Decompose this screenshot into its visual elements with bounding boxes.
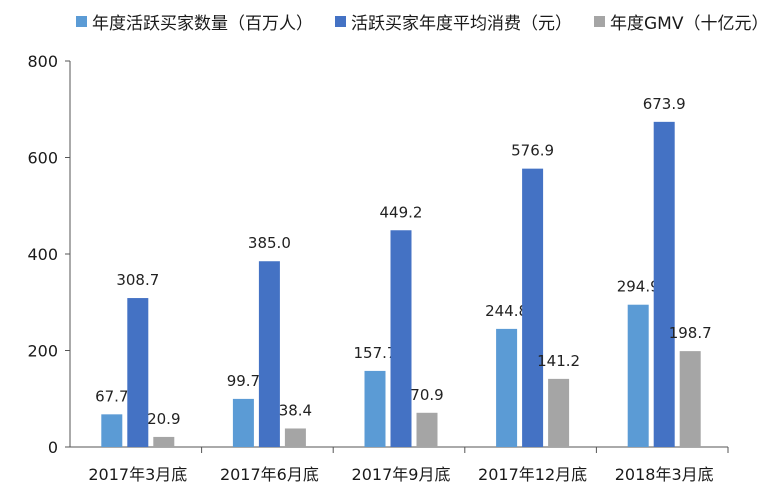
data-label: 38.4 — [279, 401, 312, 419]
bar-series-0-cat-3 — [496, 328, 518, 447]
data-label: 673.9 — [643, 95, 686, 113]
bar-series-0-cat-1 — [232, 398, 254, 447]
data-label: 576.9 — [511, 142, 554, 160]
bar-series-1-cat-3 — [522, 168, 544, 447]
data-label: 449.2 — [380, 203, 423, 221]
legend-swatch-gmv — [594, 15, 605, 27]
bar-series-2-cat-0 — [153, 436, 175, 447]
data-label: 385.0 — [248, 234, 291, 252]
data-label: 141.2 — [537, 352, 580, 370]
bar-series-2-cat-2 — [416, 412, 438, 447]
legend-swatch-avg-spend — [335, 15, 346, 27]
data-label: 308.7 — [116, 271, 159, 289]
legend-label-active-buyers: 年度活跃买家数量（百万人） — [92, 13, 313, 34]
legend: 年度活跃买家数量（百万人） 活跃买家年度平均消费（元） 年度GMV（十亿元） — [76, 8, 762, 34]
bar-series-1-cat-2 — [390, 230, 412, 447]
bar-series-2-cat-1 — [284, 428, 306, 447]
bar-series-1-cat-4 — [653, 121, 675, 447]
x-category-label: 2017年6月底 — [220, 465, 319, 484]
legend-item-active-buyers: 年度活跃买家数量（百万人） — [76, 9, 313, 34]
x-category-label: 2017年9月底 — [352, 465, 451, 484]
y-tick-label: 200 — [27, 342, 58, 361]
data-label: 294.9 — [617, 278, 660, 296]
legend-label-avg-spend: 活跃买家年度平均消费（元） — [351, 13, 572, 34]
data-label: 67.7 — [95, 387, 128, 405]
data-label: 198.7 — [669, 324, 712, 342]
legend-item-gmv: 年度GMV（十亿元） — [594, 9, 762, 34]
bar-series-0-cat-4 — [627, 304, 649, 447]
data-label: 244.8 — [485, 302, 528, 320]
bar-series-2-cat-4 — [679, 351, 701, 447]
y-tick-label: 400 — [27, 245, 58, 264]
data-label: 157.7 — [354, 344, 397, 362]
x-category-label: 2017年12月底 — [478, 465, 587, 484]
x-category-label: 2017年3月底 — [88, 465, 187, 484]
data-label: 20.9 — [147, 410, 180, 428]
bar-series-0-cat-2 — [364, 370, 386, 447]
y-tick-label: 600 — [27, 149, 58, 168]
bar-series-0-cat-0 — [101, 414, 123, 447]
y-tick-label: 800 — [27, 52, 58, 71]
legend-swatch-active-buyers — [76, 15, 87, 27]
data-label: 99.7 — [227, 372, 260, 390]
bar-series-1-cat-1 — [258, 261, 280, 447]
x-category-label: 2018年3月底 — [615, 465, 714, 484]
y-tick-label: 0 — [48, 438, 58, 457]
legend-item-avg-spend: 活跃买家年度平均消费（元） — [335, 9, 572, 34]
data-label: 70.9 — [410, 386, 443, 404]
bar-series-1-cat-0 — [127, 298, 149, 447]
legend-label-gmv: 年度GMV（十亿元） — [610, 13, 762, 34]
bar-series-2-cat-3 — [548, 378, 570, 447]
